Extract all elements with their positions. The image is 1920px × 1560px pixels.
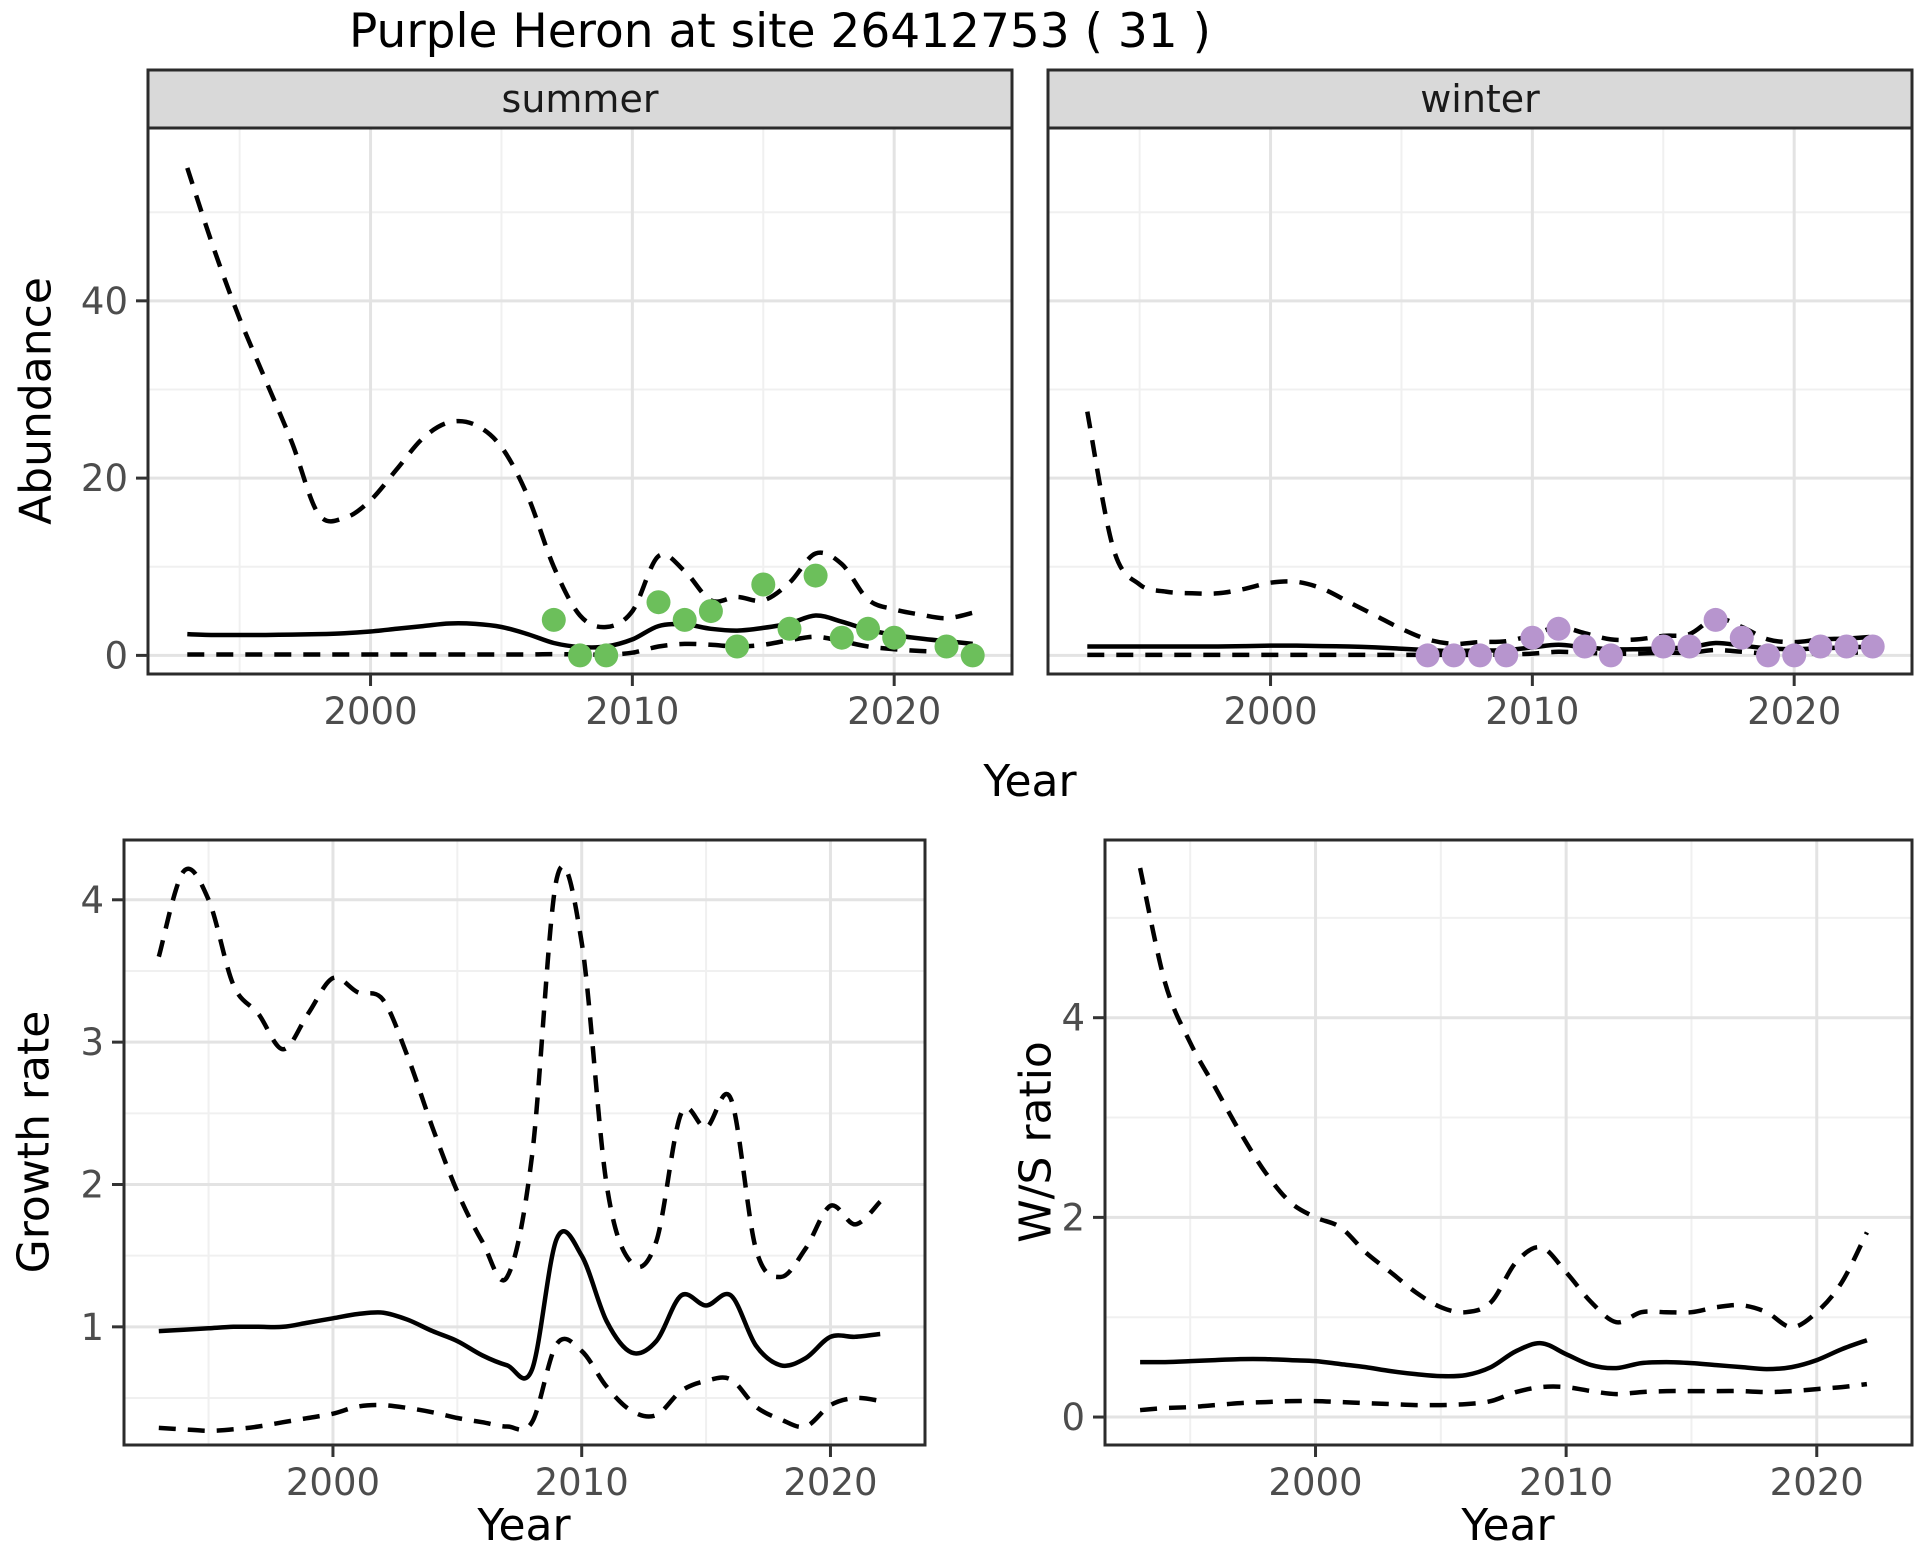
abundance-winter-observed-counts-point	[1441, 643, 1466, 668]
growth-rate-x-tick-label: 2000	[286, 1461, 380, 1504]
ws-ratio-mean-line	[1140, 1338, 1868, 1379]
ws-ratio-y-tick-label: 4	[1061, 997, 1085, 1040]
panel-abundance-winter: 2000 2010 2020 winter	[1046, 68, 1914, 733]
growth-rate-panel-background	[124, 840, 925, 1445]
ws-ratio-upper-95ci-line	[1137, 867, 1869, 1330]
abundance-winter-observed-counts-point	[1782, 643, 1807, 668]
abundance-winter-observed-counts-point	[1703, 607, 1728, 632]
abundance-winter-observed-counts-point	[1494, 643, 1519, 668]
abundance-summer-facet-strip-label: summer	[502, 77, 659, 121]
abundance-summer-x-tick-label: 2010	[585, 690, 679, 733]
ws-ratio-x-tick-label: 2020	[1770, 1461, 1864, 1504]
abundance-winter-observed-counts-point	[1729, 625, 1754, 650]
abundance-summer-x-tick-label: 2000	[323, 690, 417, 733]
abundance-winter-observed-counts-point	[1808, 634, 1833, 659]
abundance-summer-y-tick-label: 0	[104, 634, 128, 677]
abundance-summer-observed-counts-point	[698, 599, 723, 624]
panel-growth-rate: 2000 2010 2020 1 2 3 4	[80, 838, 927, 1504]
abundance-winter-observed-counts-point	[1598, 643, 1623, 668]
growth-rate-x-tick-label: 2010	[535, 1461, 629, 1504]
abundance-summer-observed-counts-point	[934, 634, 959, 659]
x-axis-title-year-growth: Year	[477, 1500, 571, 1551]
abundance-summer-y-tick-label: 40	[81, 280, 128, 323]
plot-title: Purple Heron at site 26412753 ( 31 )	[349, 4, 1211, 59]
y-axis-title-ws-ratio: W/S ratio	[1010, 1041, 1062, 1243]
abundance-summer-observed-counts-point	[829, 625, 854, 650]
abundance-winter-x-tick-label: 2010	[1485, 690, 1579, 733]
abundance-summer-observed-counts-point	[725, 634, 750, 659]
abundance-summer-x-tick-label: 2020	[847, 690, 941, 733]
abundance-winter-observed-counts-point	[1756, 643, 1780, 668]
panel-ws-ratio: 2000 2010 2020 0 2 4	[1061, 838, 1914, 1504]
abundance-summer-observed-counts-point	[646, 590, 671, 615]
growth-rate-y-tick-label: 4	[80, 879, 104, 922]
abundance-summer-observed-counts-point	[960, 643, 985, 668]
x-axis-title-year-top: Year	[983, 756, 1077, 807]
ws-ratio-y-tick-label: 2	[1061, 1196, 1085, 1239]
growth-rate-y-tick-label: 3	[80, 1021, 104, 1064]
abundance-summer-observed-counts-point	[751, 572, 776, 597]
abundance-summer-upper-95ci-line	[185, 167, 974, 630]
ws-ratio-panel-border	[1103, 838, 1914, 1447]
abundance-winter-observed-counts-point	[1677, 634, 1702, 659]
abundance-summer-panel-background	[148, 128, 1012, 674]
abundance-winter-observed-counts-point	[1546, 616, 1571, 641]
growth-rate-y-tick-label: 2	[80, 1163, 104, 1206]
abundance-summer-observed-counts-point	[594, 643, 619, 668]
ws-ratio-x-tick-label: 2000	[1268, 1461, 1362, 1504]
abundance-winter-observed-counts-point	[1834, 634, 1859, 659]
ws-ratio-lower-95ci-line	[1139, 1381, 1868, 1413]
ws-ratio-panel-background	[1105, 840, 1912, 1445]
abundance-summer-observed-counts-point	[882, 625, 907, 650]
abundance-summer-observed-counts-point	[777, 616, 802, 641]
abundance-winter-observed-counts-point	[1468, 643, 1492, 668]
abundance-winter-facet-strip-label: winter	[1420, 77, 1540, 121]
abundance-winter-panel-background	[1048, 128, 1912, 674]
abundance-summer-y-tick-label: 20	[81, 457, 128, 500]
abundance-winter-observed-counts-point	[1572, 634, 1597, 659]
abundance-summer-observed-counts-point	[541, 607, 566, 632]
abundance-winter-observed-counts-point	[1860, 634, 1885, 659]
abundance-summer-observed-counts-point	[672, 607, 697, 632]
panel-abundance-summer: 2000 2010 2020 0 20 40 summer	[81, 68, 1014, 733]
abundance-winter-observed-counts-point	[1520, 625, 1545, 650]
ws-ratio-x-tick-label: 2010	[1519, 1461, 1613, 1504]
growth-rate-x-tick-label: 2020	[783, 1461, 877, 1504]
y-axis-title-abundance: Abundance	[10, 277, 62, 525]
x-axis-title-year-ws: Year	[1461, 1500, 1555, 1551]
abundance-winter-facet-strip	[1046, 68, 1914, 130]
growth-rate-mean-line	[158, 1229, 881, 1381]
abundance-winter-observed-counts-point	[1651, 634, 1676, 659]
abundance-summer-observed-counts-point	[803, 563, 828, 588]
ws-ratio-y-tick-label: 0	[1061, 1396, 1085, 1439]
abundance-summer-observed-counts-point	[856, 616, 880, 641]
abundance-winter-x-tick-label: 2000	[1223, 690, 1317, 733]
abundance-winter-x-tick-label: 2020	[1747, 690, 1841, 733]
abundance-winter-observed-counts-point	[1415, 643, 1440, 668]
abundance-summer-facet-strip	[146, 68, 1014, 130]
growth-rate-panel-border	[122, 838, 927, 1447]
growth-rate-y-tick-label: 1	[80, 1306, 104, 1349]
abundance-summer-observed-counts-point	[568, 643, 592, 668]
growth-rate-lower-95ci-line	[158, 1336, 881, 1434]
y-axis-title-growth-rate: Growth rate	[8, 1010, 60, 1274]
